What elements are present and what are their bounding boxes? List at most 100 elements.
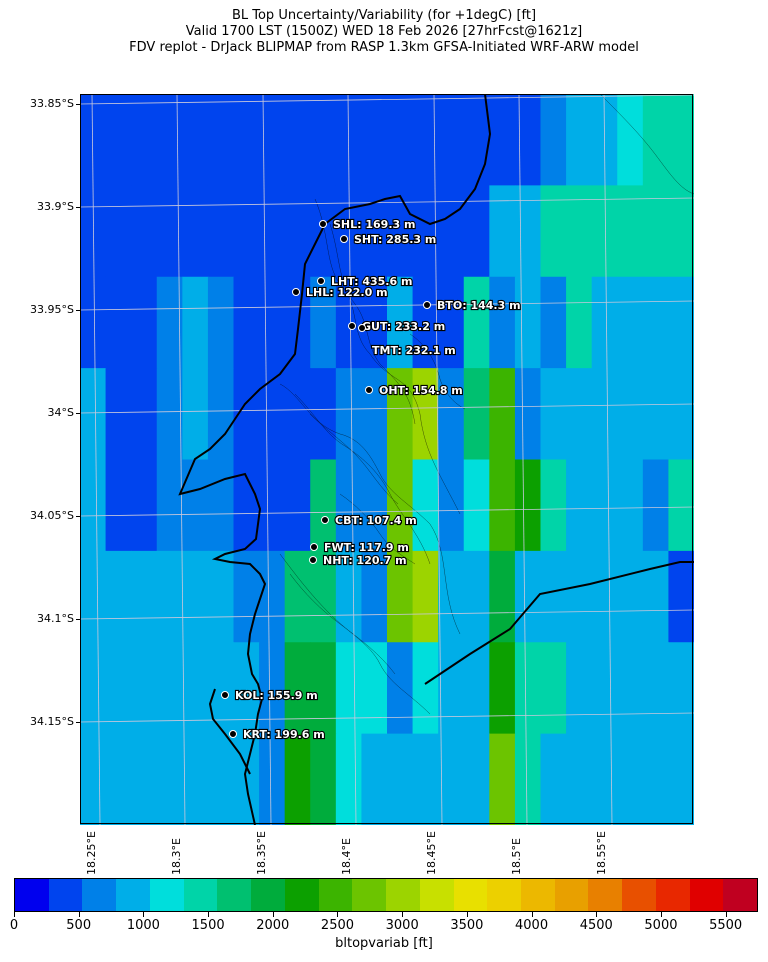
colorbar-swatch [251,879,285,911]
contour-line [309,413,399,505]
station-marker-krt [229,730,237,738]
heatmap-cell [514,276,542,369]
colorbar-tick-label: 2500 [320,918,355,933]
heatmap-cell [642,459,670,552]
heatmap-cell [668,368,694,461]
heatmap-cell [463,276,490,369]
heatmap-cell [259,550,286,643]
heatmap-cell [412,459,439,552]
station-marker-gut [348,322,356,330]
station-label-oht: OHT: 154.8 m [379,384,463,397]
heatmap-cell [259,185,286,278]
heatmap-cell [310,94,337,186]
heatmap-cell [591,459,618,552]
station-marker-oht [365,386,373,394]
colorbar-tick [337,912,339,917]
graticule-lon [262,94,272,825]
lon-tick-label: 18.35°E [255,831,268,875]
heatmap-cell [233,550,260,643]
lon-tick-label: 18.25°E [85,831,98,875]
colorbar-tick [208,912,210,917]
station-marker-nht [309,556,317,564]
heatmap-cell [642,733,670,825]
colorbar-tick [272,912,274,917]
station-label-lht: LHT: 435.6 m [331,275,412,288]
heatmap-cell [105,550,132,643]
heatmap-cell [131,642,158,735]
lat-tick [76,516,80,517]
heatmap-cell [540,733,567,825]
colorbar-swatch [48,879,83,911]
station-label-sht: SHT: 285.3 m [354,233,436,246]
colorbar-tick-label: 1500 [191,918,225,933]
heatmap-cell [412,185,439,278]
graticule-lon [347,94,357,825]
terrain-contours [279,94,694,715]
heatmap-cell [387,94,414,186]
heatmap-cell [617,276,644,369]
graticule-lon [518,94,528,825]
lat-tick [76,207,80,208]
colorbar-swatch [386,879,420,911]
station-marker-cbt [321,516,329,524]
heatmap-cell [463,550,490,643]
heatmap-cell [642,276,670,369]
station-label-nht: NHT: 120.7 m [323,554,407,567]
heatmap-cell [489,642,516,735]
station-label-krt: KRT: 199.6 m [243,728,325,741]
heatmap-cell [463,733,490,825]
heatmap-cell [131,276,158,369]
heatmap-cell [207,459,235,552]
station-marker-shl [319,220,327,228]
graticule-lat [80,300,694,311]
heatmap-cell [131,94,158,186]
contour-line [339,493,416,565]
map-panel[interactable]: SHL: 169.3 m SHT: 285.3 m LHT: 435.6 m LHL:… [80,94,694,825]
heatmap-cell [591,733,618,825]
heatmap-cell [438,94,465,186]
station-label-bto: BTO: 144.3 m [437,299,521,312]
colorbar-tick-label: 5000 [644,918,678,933]
heatmap-cells [80,94,694,825]
colorbar-swatch [116,879,150,911]
heatmap-cell [668,94,694,186]
station-label-shl: SHL: 169.3 m [333,218,415,231]
heatmap-cell [438,642,465,735]
heatmap-cell [259,276,286,369]
colorbar-tick [466,912,468,917]
heatmap-cell [387,733,414,825]
colorbar-tick [596,912,598,917]
heatmap-cell [105,368,132,461]
heatmap-cell [463,459,490,552]
lat-tick-label: 34.15°S [30,715,74,728]
lat-tick [76,104,80,105]
title-line-2: Valid 1700 LST (1500Z) WED 18 Feb 2026 [… [185,24,583,39]
heatmap-cell [668,276,694,369]
heatmap-cell [412,368,439,461]
lon-tick-label: 18.5°E [510,838,523,875]
heatmap-cell [566,368,593,461]
colorbar-swatch [521,879,555,911]
colorbar-swatch [689,879,724,911]
colorbar-swatch [15,879,49,911]
heatmap-cell [131,550,158,643]
contour-line [279,383,461,635]
colorbar-label: bltopvariab [ft] [335,936,433,951]
heatmap-cell [310,368,337,461]
heatmap-cell [591,550,618,643]
heatmap-cell [131,368,158,461]
heatmap-cell [335,733,363,825]
colorbar-swatch [554,879,589,911]
colorbar-swatch [352,879,387,911]
heatmap-cell [591,368,618,461]
colorbar-swatch [453,879,488,911]
heatmap-cell [387,368,414,461]
heatmap-cell [207,276,235,369]
heatmap-cell [642,368,670,461]
heatmap-cell [514,642,542,735]
heatmap-cell [591,642,618,735]
heatmap-cell [617,550,644,643]
heatmap-cell [182,185,209,278]
colorbar-swatch [419,879,454,911]
lat-tick-label: 34.1°S [37,612,74,625]
